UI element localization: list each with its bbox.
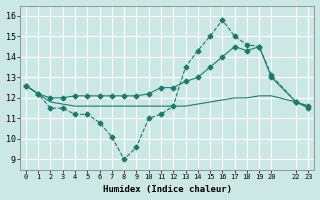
X-axis label: Humidex (Indice chaleur): Humidex (Indice chaleur) — [103, 185, 232, 194]
